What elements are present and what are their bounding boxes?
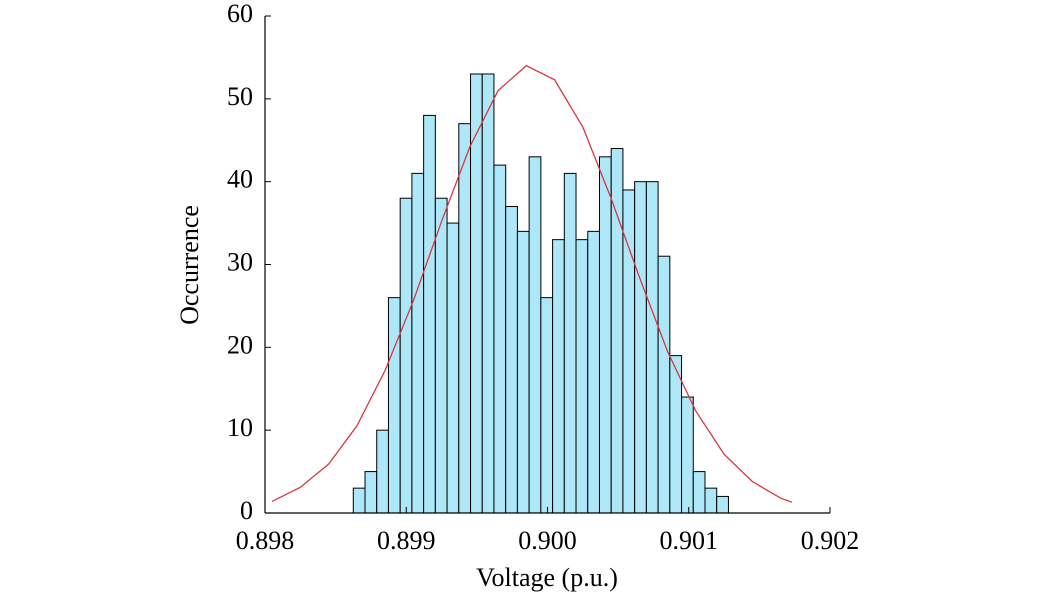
bar [692,471,706,514]
bar [598,156,612,514]
bar [645,181,659,514]
bar [540,297,554,514]
x-tick-label: 0.902 [801,526,860,555]
x-axis-label: Voltage (p.u.) [476,563,618,592]
bar [470,73,483,514]
bar [657,255,671,514]
bar [563,172,577,514]
bar [423,114,436,514]
bar [716,495,729,514]
x-tick-label: 0.899 [377,526,436,555]
bar [352,487,366,514]
bar [634,181,647,514]
bar [364,471,378,514]
bar [669,355,683,514]
bar [458,123,472,514]
bar [575,239,589,514]
x-tick-label: 0.900 [518,526,577,555]
bar [387,297,401,514]
y-tick-label: 10 [227,413,253,442]
bar [493,164,507,514]
bar [446,222,460,514]
bar [681,396,694,514]
x-tick-label: 0.898 [236,526,295,555]
bar [481,73,495,514]
y-tick-label: 30 [227,247,253,276]
bar [434,197,448,514]
bar [411,172,425,514]
bar [587,230,600,514]
y-tick-label: 60 [227,0,253,28]
bar [376,429,389,514]
x-tick-label: 0.901 [660,526,719,555]
bar [399,197,413,514]
bar [704,487,718,514]
y-tick-label: 40 [227,165,253,194]
bar [505,206,518,514]
bar [552,239,565,514]
bar [528,156,542,514]
bar [622,189,636,514]
fit-curve [271,64,793,503]
y-axis-label: Occurrence [175,205,204,325]
y-tick-label: 50 [227,82,253,111]
bar [516,230,530,514]
y-tick-label: 20 [227,330,253,359]
y-tick-label: 0 [240,496,253,525]
